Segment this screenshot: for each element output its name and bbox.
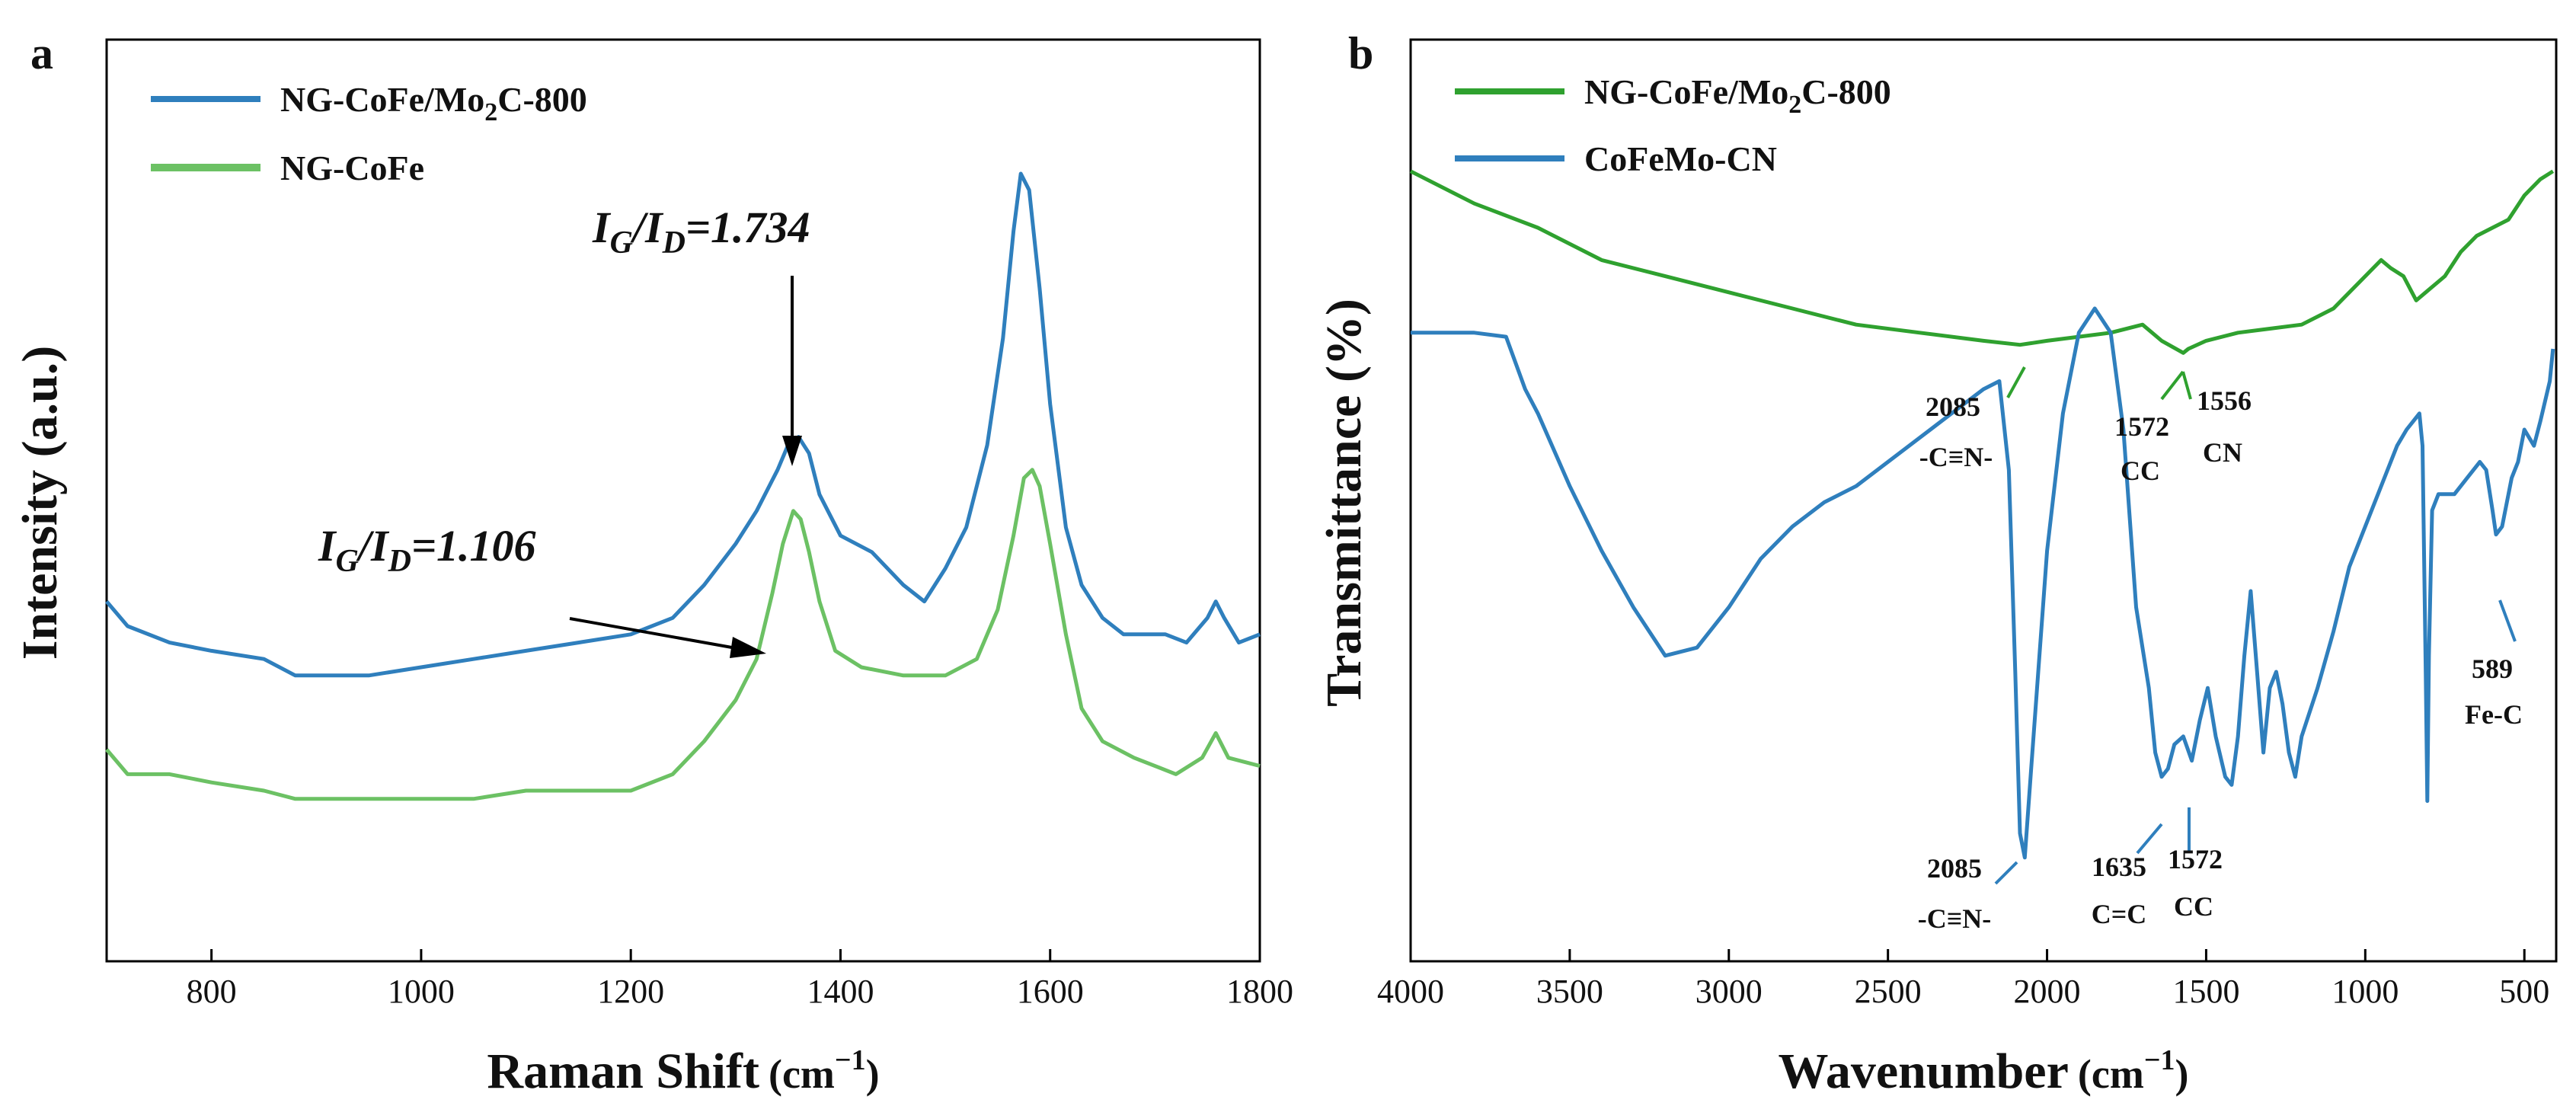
leader-blue-589 (2498, 599, 2517, 642)
svg-text:2085: 2085 (1926, 392, 1980, 422)
panel-b-label: b (1348, 28, 1373, 78)
panel-b-x-tick-label: 3500 (1536, 973, 1603, 1010)
panel-b-x-tick-label: 2500 (1855, 973, 1922, 1010)
svg-text:CC: CC (2121, 456, 2160, 486)
panel-a-x-label: Raman Shift (cm−1) (487, 1044, 879, 1099)
legend-a-label-2: NG-CoFe (280, 149, 424, 187)
svg-text:1572: 1572 (2114, 411, 2169, 442)
panel-a: a 800 1000 1200 1400 1600 1800 NG-CoFe/Mo2C-8… (12, 28, 1293, 1099)
ratio-annotation-green: IG/ID=1.106 (318, 521, 536, 579)
panel-a-series-2-line (105, 468, 1261, 801)
peak-annotation-blue-589: 589 Fe-C (2465, 654, 2523, 730)
panel-b-x-label: Wavenumber (cm−1) (1779, 1044, 2189, 1099)
ratio-annotation-blue: IG/ID=1.734 (592, 203, 810, 261)
panel-a-x-tick-label: 1600 (1017, 973, 1084, 1010)
panel-a-series-1-line (105, 171, 1261, 678)
legend-b-label-2: CoFeMo-CN (1584, 139, 1777, 178)
panel-a-label: a (30, 28, 53, 78)
panel-b-x-tick-label: 3000 (1695, 973, 1763, 1010)
panel-b-series (1409, 169, 2555, 860)
panel-a-x-tick-label: 1800 (1226, 973, 1293, 1010)
svg-text:1635: 1635 (2092, 852, 2146, 882)
panel-a-y-label: Intensity (a.u.) (12, 346, 68, 660)
panel-b-x-tick-label: 2000 (2014, 973, 2081, 1010)
panel-b: b 4000 3500 3000 2500 2000 1500 1000 500 NG-CoF… (1316, 28, 2558, 1099)
panel-a-plot-frame (105, 38, 1261, 963)
panel-a-x-tick-label: 1200 (597, 973, 664, 1010)
panel-a-x-tick-label: 800 (187, 973, 237, 1010)
panel-b-x-tick-label: 1000 (2332, 973, 2399, 1010)
arrow-green-peak (569, 617, 766, 658)
svg-text:1556: 1556 (2197, 385, 2252, 416)
legend-b-label-1: NG-CoFe/Mo2C-800 (1584, 72, 1891, 119)
peak-annotation-blue-2085: 2085 -C≡N- (1918, 853, 1992, 934)
panel-b-plot-frame (1409, 38, 2558, 963)
panel-a-series (105, 171, 1261, 801)
panel-b-series-2-line (1411, 306, 2555, 860)
arrow-blue-peak (782, 276, 802, 466)
peak-annotation-blue-1635: 1635 C=C (2092, 852, 2147, 929)
panel-b-x-tick-label: 4000 (1377, 973, 1444, 1010)
leader-green-1556 (2181, 371, 2192, 400)
legend-a-label-1: NG-CoFe/Mo2C-800 (280, 80, 587, 126)
svg-text:Fe-C: Fe-C (2465, 699, 2523, 730)
leader-green-1572 (2160, 370, 2184, 401)
peak-annotation-green-2085: 2085 -C≡N- (1919, 392, 1993, 472)
leader-blue-2085 (1994, 861, 2018, 885)
panel-a-x-ticks: 800 1000 1200 1400 1600 1800 (187, 949, 1293, 1010)
svg-text:-C≡N-: -C≡N- (1918, 903, 1992, 934)
svg-text:1572: 1572 (2168, 844, 2223, 874)
panel-a-x-tick-label: 1400 (807, 973, 874, 1010)
panel-b-series-1-line (1409, 169, 2555, 355)
svg-text:589: 589 (2472, 654, 2513, 684)
svg-text:CC: CC (2174, 891, 2213, 922)
leader-blue-1635 (2136, 823, 2163, 855)
svg-text:2085: 2085 (1927, 853, 1982, 884)
svg-text:-C≡N-: -C≡N- (1919, 442, 1993, 472)
peak-annotation-green-1572: 1572 CC (2114, 411, 2169, 486)
svg-text:C=C: C=C (2092, 899, 2147, 929)
peak-annotation-green-1556: 1556 CN (2197, 385, 2252, 468)
panel-b-x-ticks: 4000 3500 3000 2500 2000 1500 1000 500 (1377, 949, 2549, 1010)
panel-b-y-label: Transmittance (%) (1316, 299, 1372, 707)
panel-b-x-tick-label: 500 (2499, 973, 2549, 1010)
svg-text:CN: CN (2203, 437, 2242, 468)
panel-b-x-tick-label: 1500 (2172, 973, 2239, 1010)
leader-green-2085 (2006, 366, 2026, 398)
peak-annotation-blue-1572: 1572 CC (2168, 844, 2223, 922)
panel-a-x-tick-label: 1000 (388, 973, 455, 1010)
annotation-leaders (1994, 366, 2517, 885)
